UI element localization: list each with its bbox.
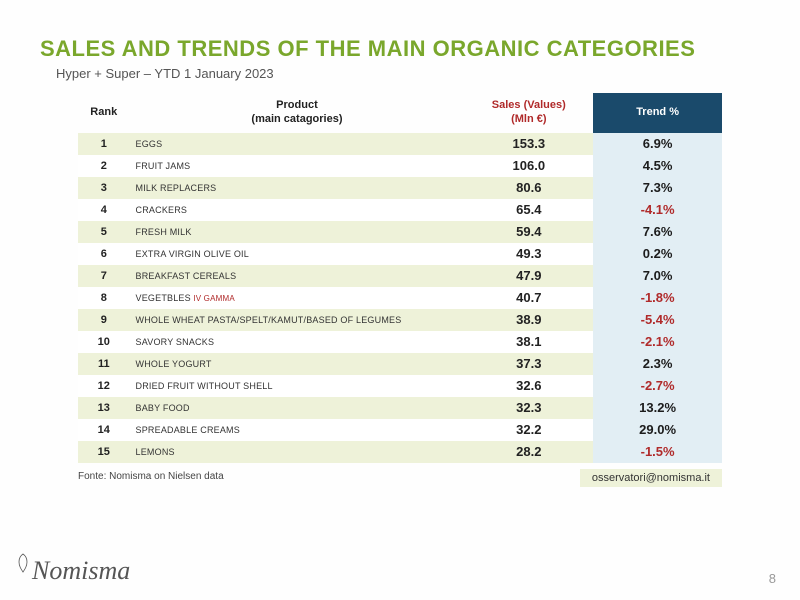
cell-sales: 38.9 [464,309,593,331]
header-row: Rank Product (main catagories) Sales (Va… [78,93,722,133]
cell-trend: -4.1% [593,199,722,221]
header-product-l2: (main catagories) [251,113,342,125]
header-product-l1: Product [276,99,318,111]
cell-trend: 2.3% [593,353,722,375]
cell-sales: 47.9 [464,265,593,287]
cell-trend: -1.8% [593,287,722,309]
cell-trend: 4.5% [593,155,722,177]
cell-product: WHOLE YOGURT [130,353,465,375]
table-row: 7BREAKFAST CEREALS47.97.0% [78,265,722,287]
cell-trend: 13.2% [593,397,722,419]
cell-rank: 13 [78,397,130,419]
cell-trend: 7.6% [593,221,722,243]
table-row: 1EGGS153.36.9% [78,133,722,155]
table-row: 15LEMONS28.2-1.5% [78,441,722,463]
cell-rank: 14 [78,419,130,441]
cell-product: SPREADABLE CREAMS [130,419,465,441]
cell-trend: -2.7% [593,375,722,397]
cell-trend: 29.0% [593,419,722,441]
cell-product: DRIED FRUIT WITHOUT SHELL [130,375,465,397]
footer: Fonte: Nomisma on Nielsen data osservato… [78,469,722,491]
cell-trend: 6.9% [593,133,722,155]
header-sales: Sales (Values) (Mln €) [464,93,593,133]
cell-sales: 40.7 [464,287,593,309]
cell-product: EXTRA VIRGIN OLIVE OIL [130,243,465,265]
cell-sales: 49.3 [464,243,593,265]
cell-trend: 7.0% [593,265,722,287]
cell-product: CRACKERS [130,199,465,221]
cell-rank: 15 [78,441,130,463]
table-row: 9WHOLE WHEAT PASTA/SPELT/KAMUT/BASED OF … [78,309,722,331]
cell-rank: 6 [78,243,130,265]
cell-product: LEMONS [130,441,465,463]
cell-sales: 28.2 [464,441,593,463]
cell-sales: 32.2 [464,419,593,441]
table-row: 8VEGETBLES IV Gamma40.7-1.8% [78,287,722,309]
cell-product: VEGETBLES IV Gamma [130,287,465,309]
page-number: 8 [769,571,776,586]
cell-sales: 65.4 [464,199,593,221]
cell-product: MILK REPLACERS [130,177,465,199]
data-table-container: Rank Product (main catagories) Sales (Va… [78,93,722,463]
header-rank: Rank [78,93,130,133]
cell-product: FRUIT JAMS [130,155,465,177]
table-row: 4CRACKERS65.4-4.1% [78,199,722,221]
cell-rank: 7 [78,265,130,287]
cell-sales: 59.4 [464,221,593,243]
cell-sales: 80.6 [464,177,593,199]
table-row: 11WHOLE YOGURT37.32.3% [78,353,722,375]
header-product: Product (main catagories) [130,93,465,133]
table-row: 6EXTRA VIRGIN OLIVE OIL49.30.2% [78,243,722,265]
table-row: 5FRESH MILK59.47.6% [78,221,722,243]
cell-sales: 32.6 [464,375,593,397]
brand-logo: Nomisma [16,550,130,586]
cell-rank: 5 [78,221,130,243]
table-row: 10SAVORY SNACKS38.1-2.1% [78,331,722,353]
cell-rank: 12 [78,375,130,397]
cell-rank: 11 [78,353,130,375]
cell-trend: -5.4% [593,309,722,331]
cell-trend: 7.3% [593,177,722,199]
cell-sales: 153.3 [464,133,593,155]
table-body: 1EGGS153.36.9%2FRUIT JAMS106.04.5%3MILK … [78,133,722,463]
cell-rank: 1 [78,133,130,155]
source-text: Fonte: Nomisma on Nielsen data [78,471,224,482]
cell-sales: 106.0 [464,155,593,177]
page-title: SALES AND TRENDS OF THE MAIN ORGANIC CAT… [0,0,800,66]
cell-rank: 9 [78,309,130,331]
cell-rank: 10 [78,331,130,353]
data-table: Rank Product (main catagories) Sales (Va… [78,93,722,463]
header-sales-l2: (Mln €) [511,113,546,125]
brand-name: Nomisma [32,556,130,585]
cell-product: BREAKFAST CEREALS [130,265,465,287]
cell-trend: -2.1% [593,331,722,353]
cell-sales: 38.1 [464,331,593,353]
contact-email: osservatori@nomisma.it [580,469,722,487]
crest-icon [16,550,30,570]
cell-rank: 2 [78,155,130,177]
cell-trend: 0.2% [593,243,722,265]
cell-product-extra: IV Gamma [191,294,235,303]
cell-product: WHOLE WHEAT PASTA/SPELT/KAMUT/BASED OF L… [130,309,465,331]
cell-rank: 3 [78,177,130,199]
header-trend: Trend % [593,93,722,133]
table-row: 14SPREADABLE CREAMS32.229.0% [78,419,722,441]
table-row: 3MILK REPLACERS80.67.3% [78,177,722,199]
cell-rank: 8 [78,287,130,309]
cell-product: EGGS [130,133,465,155]
table-row: 13BABY FOOD32.313.2% [78,397,722,419]
table-row: 2FRUIT JAMS106.04.5% [78,155,722,177]
cell-sales: 37.3 [464,353,593,375]
table-row: 12DRIED FRUIT WITHOUT SHELL32.6-2.7% [78,375,722,397]
header-sales-l1: Sales (Values) [492,99,566,111]
page-subtitle: Hyper + Super – YTD 1 January 2023 [0,66,800,93]
cell-product: SAVORY SNACKS [130,331,465,353]
cell-trend: -1.5% [593,441,722,463]
cell-rank: 4 [78,199,130,221]
cell-product: BABY FOOD [130,397,465,419]
cell-sales: 32.3 [464,397,593,419]
cell-product: FRESH MILK [130,221,465,243]
